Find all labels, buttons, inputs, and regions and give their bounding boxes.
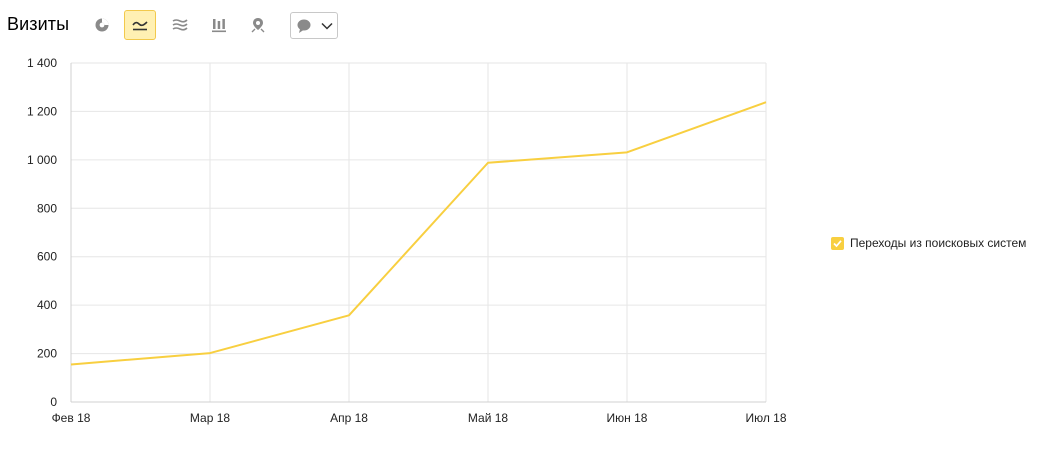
- chart-title: Визиты: [7, 14, 70, 34]
- y-tick-label: 800: [37, 201, 57, 215]
- pie-chart-button[interactable]: [86, 10, 118, 40]
- x-tick-label: Апр 18: [330, 411, 368, 425]
- line-chart-icon: [132, 21, 148, 31]
- x-tick-label: Мар 18: [190, 411, 230, 425]
- x-tick-label: Фев 18: [52, 411, 91, 425]
- y-tick-label: 1 400: [27, 56, 57, 70]
- legend-checkbox[interactable]: [831, 236, 844, 250]
- speech-bubble-icon: [297, 19, 310, 33]
- y-tick-label: 400: [37, 298, 57, 312]
- x-tick-label: Июл 18: [745, 411, 786, 425]
- y-tick-label: 1 000: [27, 153, 57, 167]
- y-tick-label: 0: [50, 395, 57, 409]
- map-button[interactable]: [242, 10, 274, 40]
- y-tick-label: 200: [37, 347, 57, 361]
- checkmark-icon: [833, 239, 842, 247]
- chevron-down-icon: [320, 22, 333, 30]
- bar-chart-icon: [212, 19, 226, 33]
- area-chart-button[interactable]: [164, 10, 196, 40]
- y-tick-label: 600: [37, 250, 57, 264]
- bar-chart-button[interactable]: [203, 10, 235, 40]
- map-pin-icon: [251, 18, 265, 33]
- y-tick-label: 1 200: [27, 104, 57, 118]
- line-chart-button[interactable]: [124, 10, 156, 40]
- chart-toolbar: Визиты: [0, 8, 400, 42]
- legend-label: Переходы из поисковых систем: [850, 236, 1027, 250]
- line-chart: 0 200 400 600 800 1 000 1 200 1 400 Фев 18 Мар 18…: [27, 56, 787, 425]
- x-tick-label: Май 18: [468, 411, 509, 425]
- legend-item[interactable]: Переходы из поисковых систем: [831, 236, 1026, 250]
- series-line: [70, 101, 767, 366]
- annotations-dropdown[interactable]: [290, 12, 338, 39]
- x-tick-label: Июн 18: [607, 411, 648, 425]
- pie-chart-icon: [95, 18, 109, 32]
- area-chart-icon: [172, 19, 188, 31]
